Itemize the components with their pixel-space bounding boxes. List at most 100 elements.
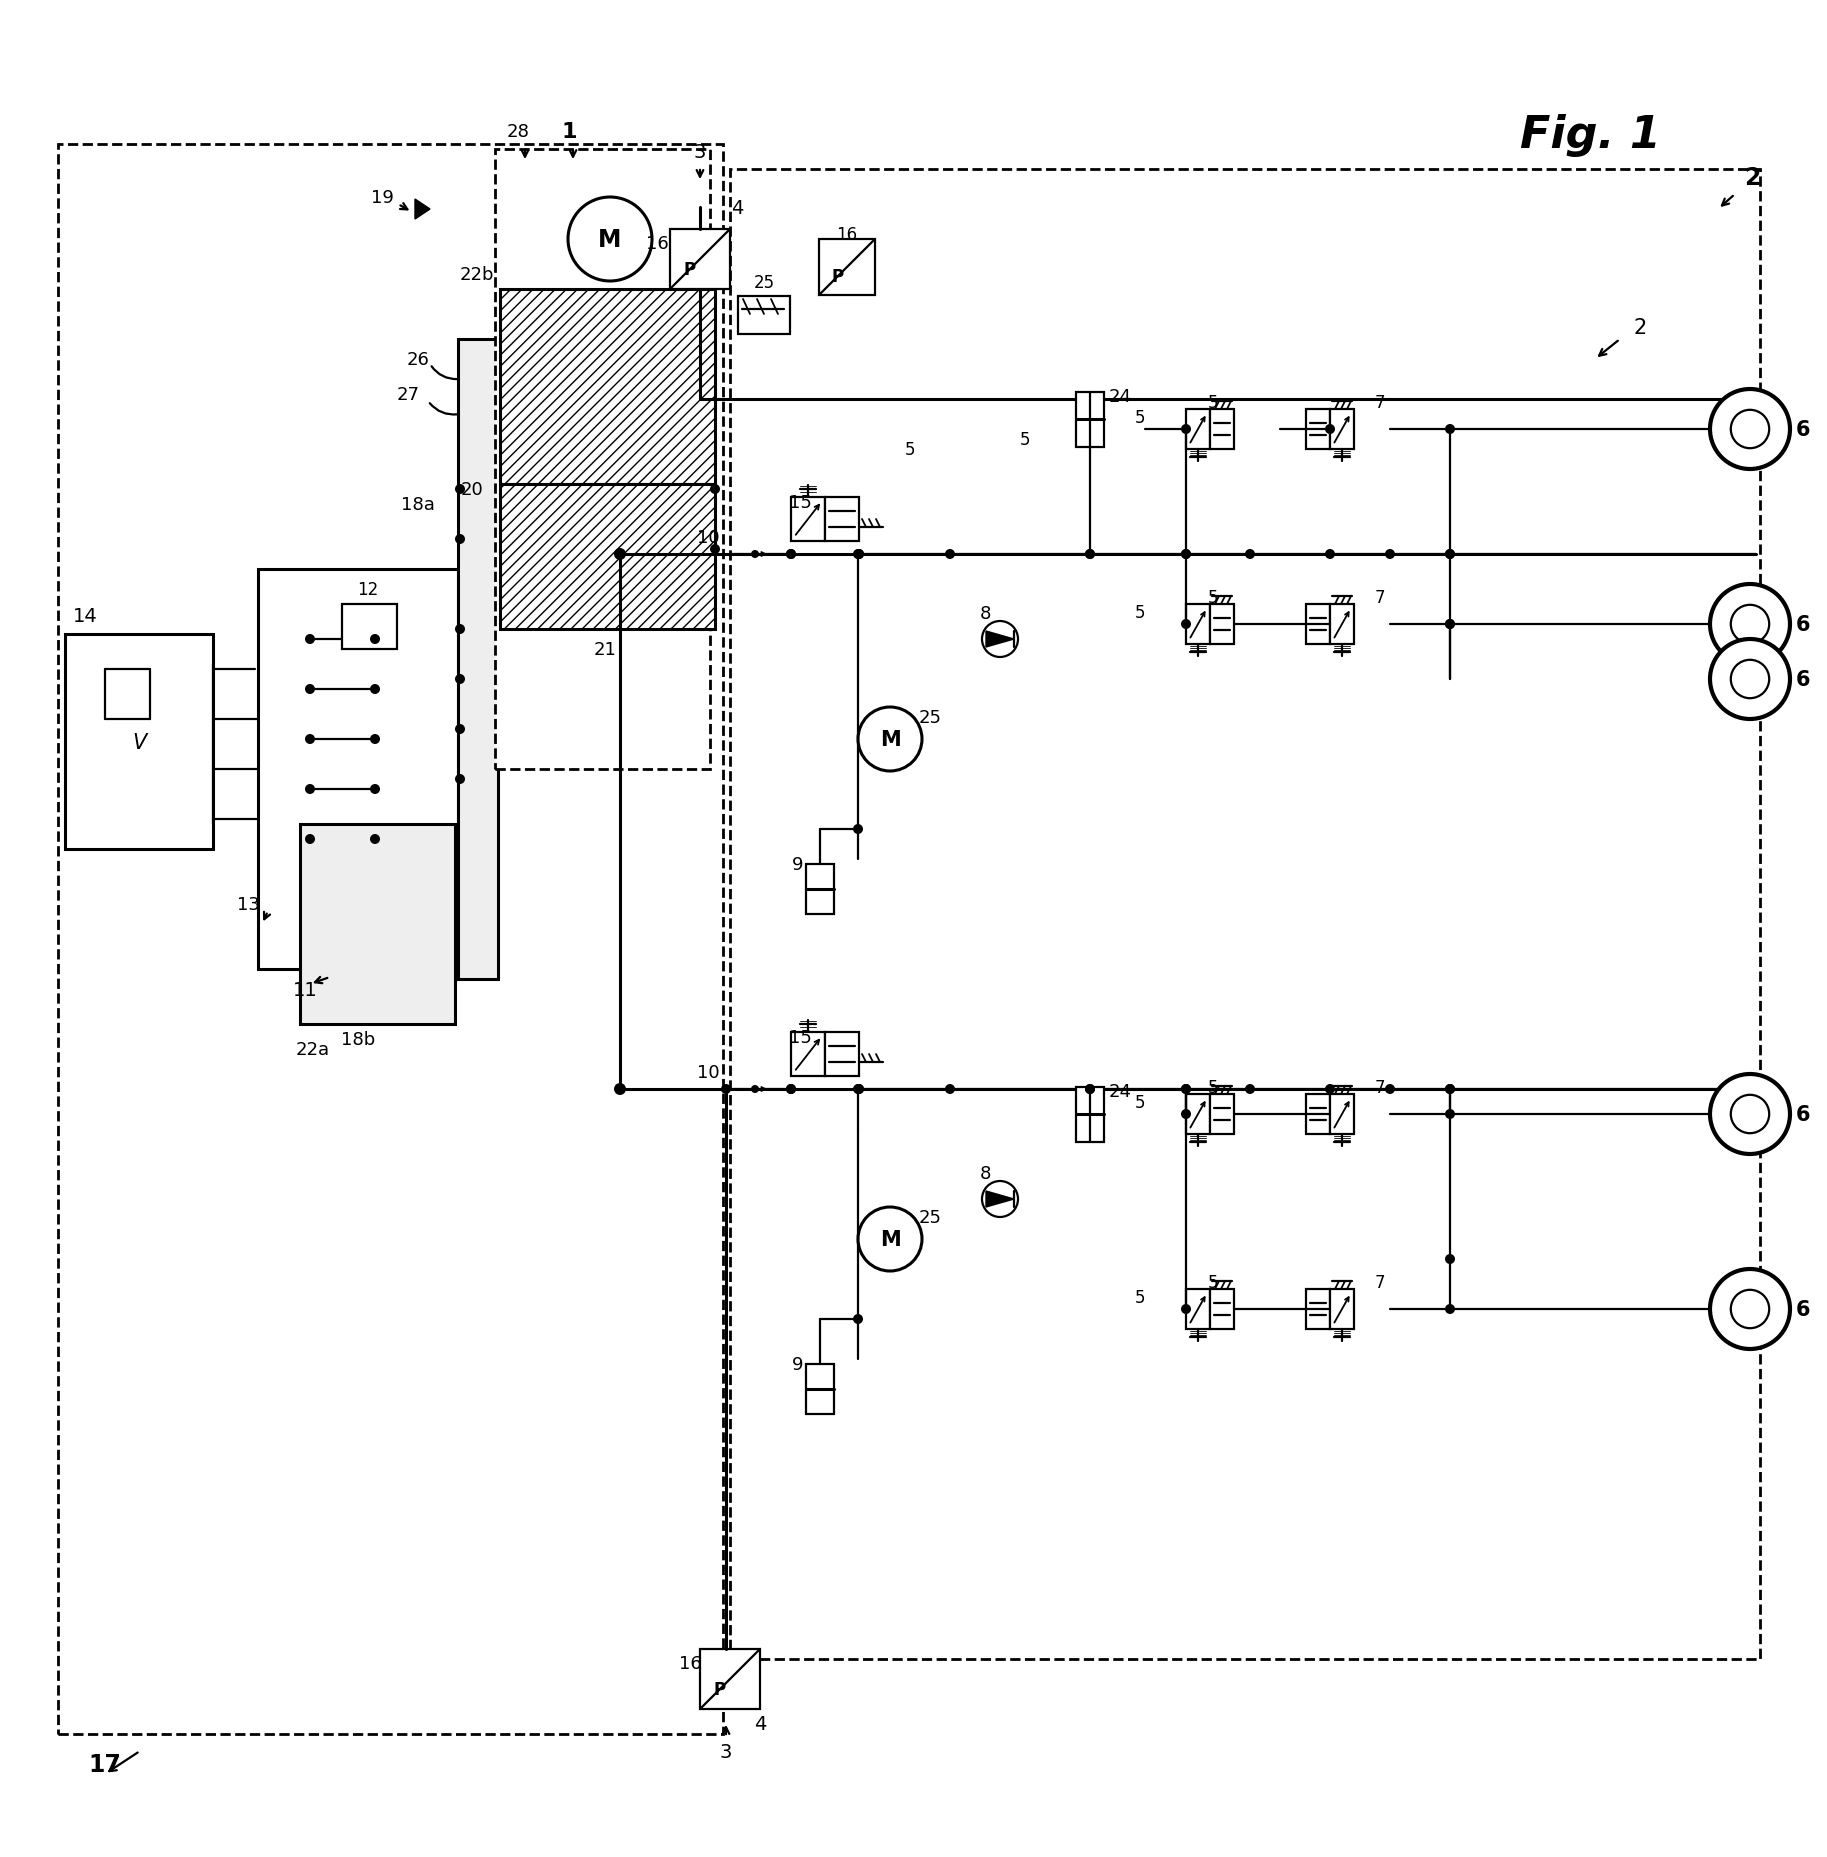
Circle shape	[1180, 425, 1191, 435]
Text: P: P	[683, 260, 696, 279]
Bar	[731, 169, 1759, 1658]
Bar	[66, 635, 214, 849]
Circle shape	[305, 784, 314, 795]
Circle shape	[1730, 605, 1769, 644]
Circle shape	[455, 724, 466, 735]
Text: 5: 5	[1135, 604, 1146, 622]
Circle shape	[751, 1084, 758, 1094]
Text: 15: 15	[789, 1029, 811, 1047]
Bar	[671, 230, 731, 290]
Text: 16: 16	[678, 1655, 702, 1671]
Circle shape	[786, 1084, 797, 1094]
Circle shape	[853, 1084, 864, 1094]
Circle shape	[1445, 1084, 1454, 1094]
Circle shape	[1710, 1270, 1790, 1350]
Bar	[1330, 605, 1354, 644]
Circle shape	[1180, 550, 1191, 559]
Circle shape	[722, 1084, 731, 1094]
Circle shape	[853, 825, 862, 834]
Bar	[58, 145, 723, 1734]
Text: 12: 12	[358, 581, 378, 598]
Circle shape	[1385, 1084, 1396, 1094]
Bar	[806, 865, 833, 914]
Text: P: P	[831, 267, 844, 286]
Text: 25: 25	[753, 273, 775, 292]
Text: 5: 5	[1208, 1274, 1219, 1291]
Circle shape	[1445, 1253, 1454, 1265]
Circle shape	[1325, 425, 1336, 435]
Circle shape	[1325, 1084, 1336, 1094]
Text: 26: 26	[407, 351, 429, 370]
Circle shape	[1180, 550, 1191, 559]
Text: 7: 7	[1374, 394, 1385, 412]
Text: 9: 9	[793, 856, 804, 873]
Text: 5: 5	[1019, 431, 1030, 449]
Circle shape	[1445, 1109, 1454, 1120]
Bar	[459, 340, 499, 979]
Text: 28: 28	[506, 123, 530, 141]
Circle shape	[751, 552, 758, 559]
Circle shape	[614, 548, 627, 561]
Text: 8: 8	[979, 1164, 990, 1183]
Circle shape	[1445, 620, 1454, 630]
Text: 19: 19	[371, 189, 393, 206]
Bar	[1186, 410, 1209, 449]
Bar	[1330, 1094, 1354, 1135]
Bar	[738, 297, 789, 334]
Circle shape	[1445, 550, 1454, 559]
Circle shape	[1445, 620, 1454, 630]
Text: 14: 14	[73, 607, 97, 626]
Bar	[818, 240, 875, 295]
Bar	[1186, 1289, 1209, 1330]
Circle shape	[371, 834, 380, 845]
Text: 6: 6	[1796, 615, 1811, 635]
Circle shape	[1730, 661, 1769, 698]
Circle shape	[371, 784, 380, 795]
Circle shape	[1244, 1084, 1255, 1094]
Bar	[806, 1365, 833, 1415]
Text: V: V	[132, 734, 146, 752]
Text: 25: 25	[919, 1209, 941, 1226]
Circle shape	[1730, 1291, 1769, 1328]
Circle shape	[455, 624, 466, 635]
Bar	[1209, 605, 1233, 644]
Text: 15: 15	[789, 494, 811, 513]
Circle shape	[455, 674, 466, 685]
Bar	[1076, 1088, 1104, 1142]
Text: 10: 10	[698, 529, 720, 546]
Bar	[1076, 394, 1104, 448]
Circle shape	[945, 550, 956, 559]
Circle shape	[1180, 1109, 1191, 1120]
Circle shape	[1730, 1096, 1769, 1133]
Circle shape	[371, 735, 380, 745]
Circle shape	[786, 550, 797, 559]
Text: 22b: 22b	[460, 266, 493, 284]
Polygon shape	[987, 631, 1014, 648]
Circle shape	[614, 1083, 627, 1096]
Circle shape	[371, 635, 380, 644]
Text: 20: 20	[460, 481, 482, 500]
Circle shape	[711, 544, 720, 555]
Text: 3: 3	[694, 143, 707, 162]
Text: 2: 2	[1743, 165, 1759, 189]
Bar	[1306, 1094, 1330, 1135]
Bar	[501, 485, 714, 630]
Circle shape	[1710, 639, 1790, 721]
Polygon shape	[987, 1192, 1014, 1207]
Bar	[791, 498, 826, 542]
Text: 8: 8	[979, 605, 990, 622]
Bar	[342, 605, 396, 650]
Bar	[826, 498, 859, 542]
Circle shape	[371, 685, 380, 695]
Text: 18a: 18a	[402, 496, 435, 514]
Circle shape	[305, 685, 314, 695]
Text: 6: 6	[1796, 1105, 1811, 1123]
Circle shape	[853, 1084, 862, 1094]
Text: M: M	[597, 228, 621, 253]
Text: 5: 5	[1208, 589, 1219, 607]
Text: 5: 5	[904, 440, 915, 459]
Circle shape	[1180, 1084, 1191, 1094]
Bar	[1330, 410, 1354, 449]
Text: 5: 5	[1135, 409, 1146, 427]
Circle shape	[1180, 1084, 1191, 1094]
